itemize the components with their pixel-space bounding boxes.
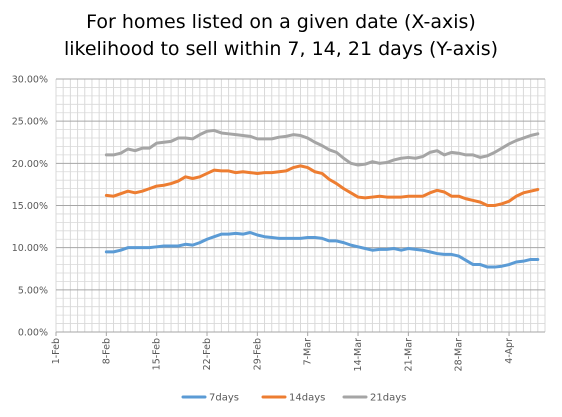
x-tick-label: 29-Feb	[252, 338, 263, 370]
legend-label-14days: 14days	[289, 393, 325, 404]
x-tick-label: 21-Mar	[403, 338, 414, 372]
y-tick-label: 25.00%	[12, 117, 48, 128]
x-tick-label: 8-Feb	[101, 338, 112, 364]
x-tick-label: 7-Mar	[303, 338, 314, 365]
y-tick-label: 0.00%	[18, 328, 48, 339]
legend-label-21days: 21days	[370, 393, 406, 404]
x-tick-label: 4-Apr	[504, 338, 515, 364]
y-tick-label: 5.00%	[18, 285, 48, 296]
x-tick-label: 15-Feb	[152, 338, 163, 370]
y-tick-label: 15.00%	[12, 201, 48, 212]
legend: 7days 14days 21days	[181, 393, 406, 404]
chart-title-line-1: For homes listed on a given date (X-axis…	[86, 11, 476, 33]
axes: 0.00% 5.00% 10.00% 15.00% 20.00% 25.00% 30.00%…	[12, 75, 545, 372]
series-line-7days	[104, 230, 540, 269]
x-tick-label: 14-Mar	[353, 338, 364, 372]
y-tick-label: 20.00%	[12, 159, 48, 170]
legend-label-7days: 7days	[209, 393, 239, 404]
y-tick-label: 10.00%	[12, 243, 48, 254]
y-tick-label: 30.00%	[12, 75, 48, 86]
chart-title-line-2: likelihood to sell within 7, 14, 21 days…	[64, 38, 498, 60]
series-line-14days	[104, 164, 540, 207]
series-lines	[104, 128, 540, 269]
series-line-21days	[104, 128, 540, 167]
x-tick-label: 22-Feb	[202, 338, 213, 370]
x-tick-label: 28-Mar	[454, 338, 465, 372]
x-tick-label: 1-Feb	[51, 338, 62, 364]
